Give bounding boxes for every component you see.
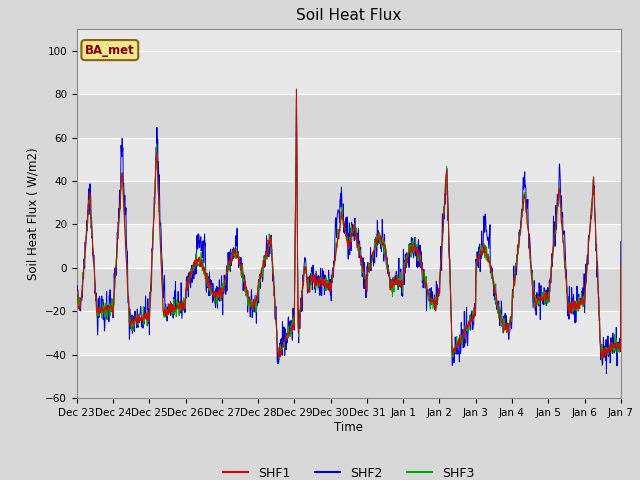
Bar [77,225,621,268]
Text: BA_met: BA_met [85,44,134,57]
Bar [77,137,621,181]
Bar [77,50,621,94]
Bar [77,94,621,137]
X-axis label: Time: Time [334,421,364,434]
Bar [77,355,621,398]
Bar [77,312,621,355]
Legend: SHF1, SHF2, SHF3: SHF1, SHF2, SHF3 [218,462,480,480]
Bar [77,268,621,312]
Title: Soil Heat Flux: Soil Heat Flux [296,9,401,24]
Bar [77,181,621,225]
Y-axis label: Soil Heat Flux ( W/m2): Soil Heat Flux ( W/m2) [27,147,40,280]
